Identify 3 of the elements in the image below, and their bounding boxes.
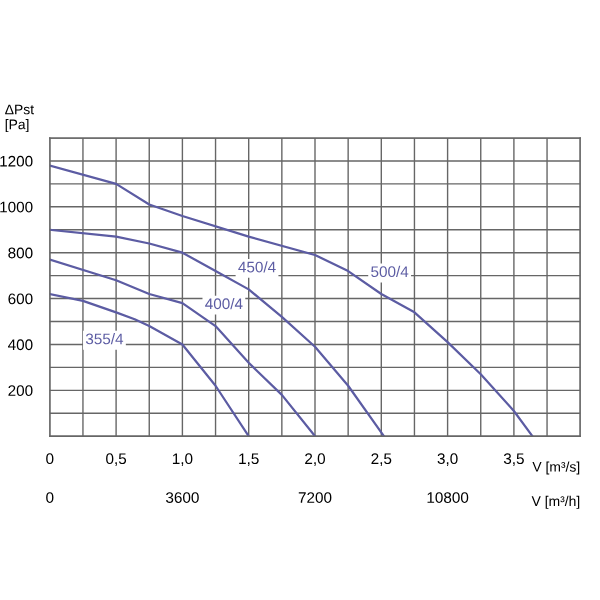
line-series xyxy=(49,164,534,437)
line-series xyxy=(49,292,250,437)
line-series xyxy=(49,258,317,437)
